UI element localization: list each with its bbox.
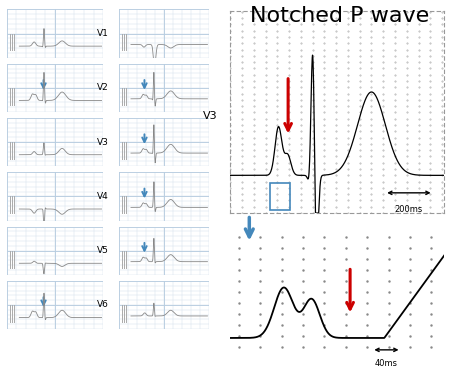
Text: V4: V4 xyxy=(97,192,108,201)
Text: V1: V1 xyxy=(97,29,108,38)
Text: V3: V3 xyxy=(97,138,108,147)
Text: 200ms: 200ms xyxy=(395,205,423,214)
FancyArrowPatch shape xyxy=(245,218,253,237)
Text: V2: V2 xyxy=(97,83,108,92)
Text: V3: V3 xyxy=(203,111,218,121)
Text: V5: V5 xyxy=(97,246,108,255)
Text: Notched P wave: Notched P wave xyxy=(250,6,429,26)
Text: V6: V6 xyxy=(97,300,108,310)
Text: 40ms: 40ms xyxy=(375,359,398,368)
